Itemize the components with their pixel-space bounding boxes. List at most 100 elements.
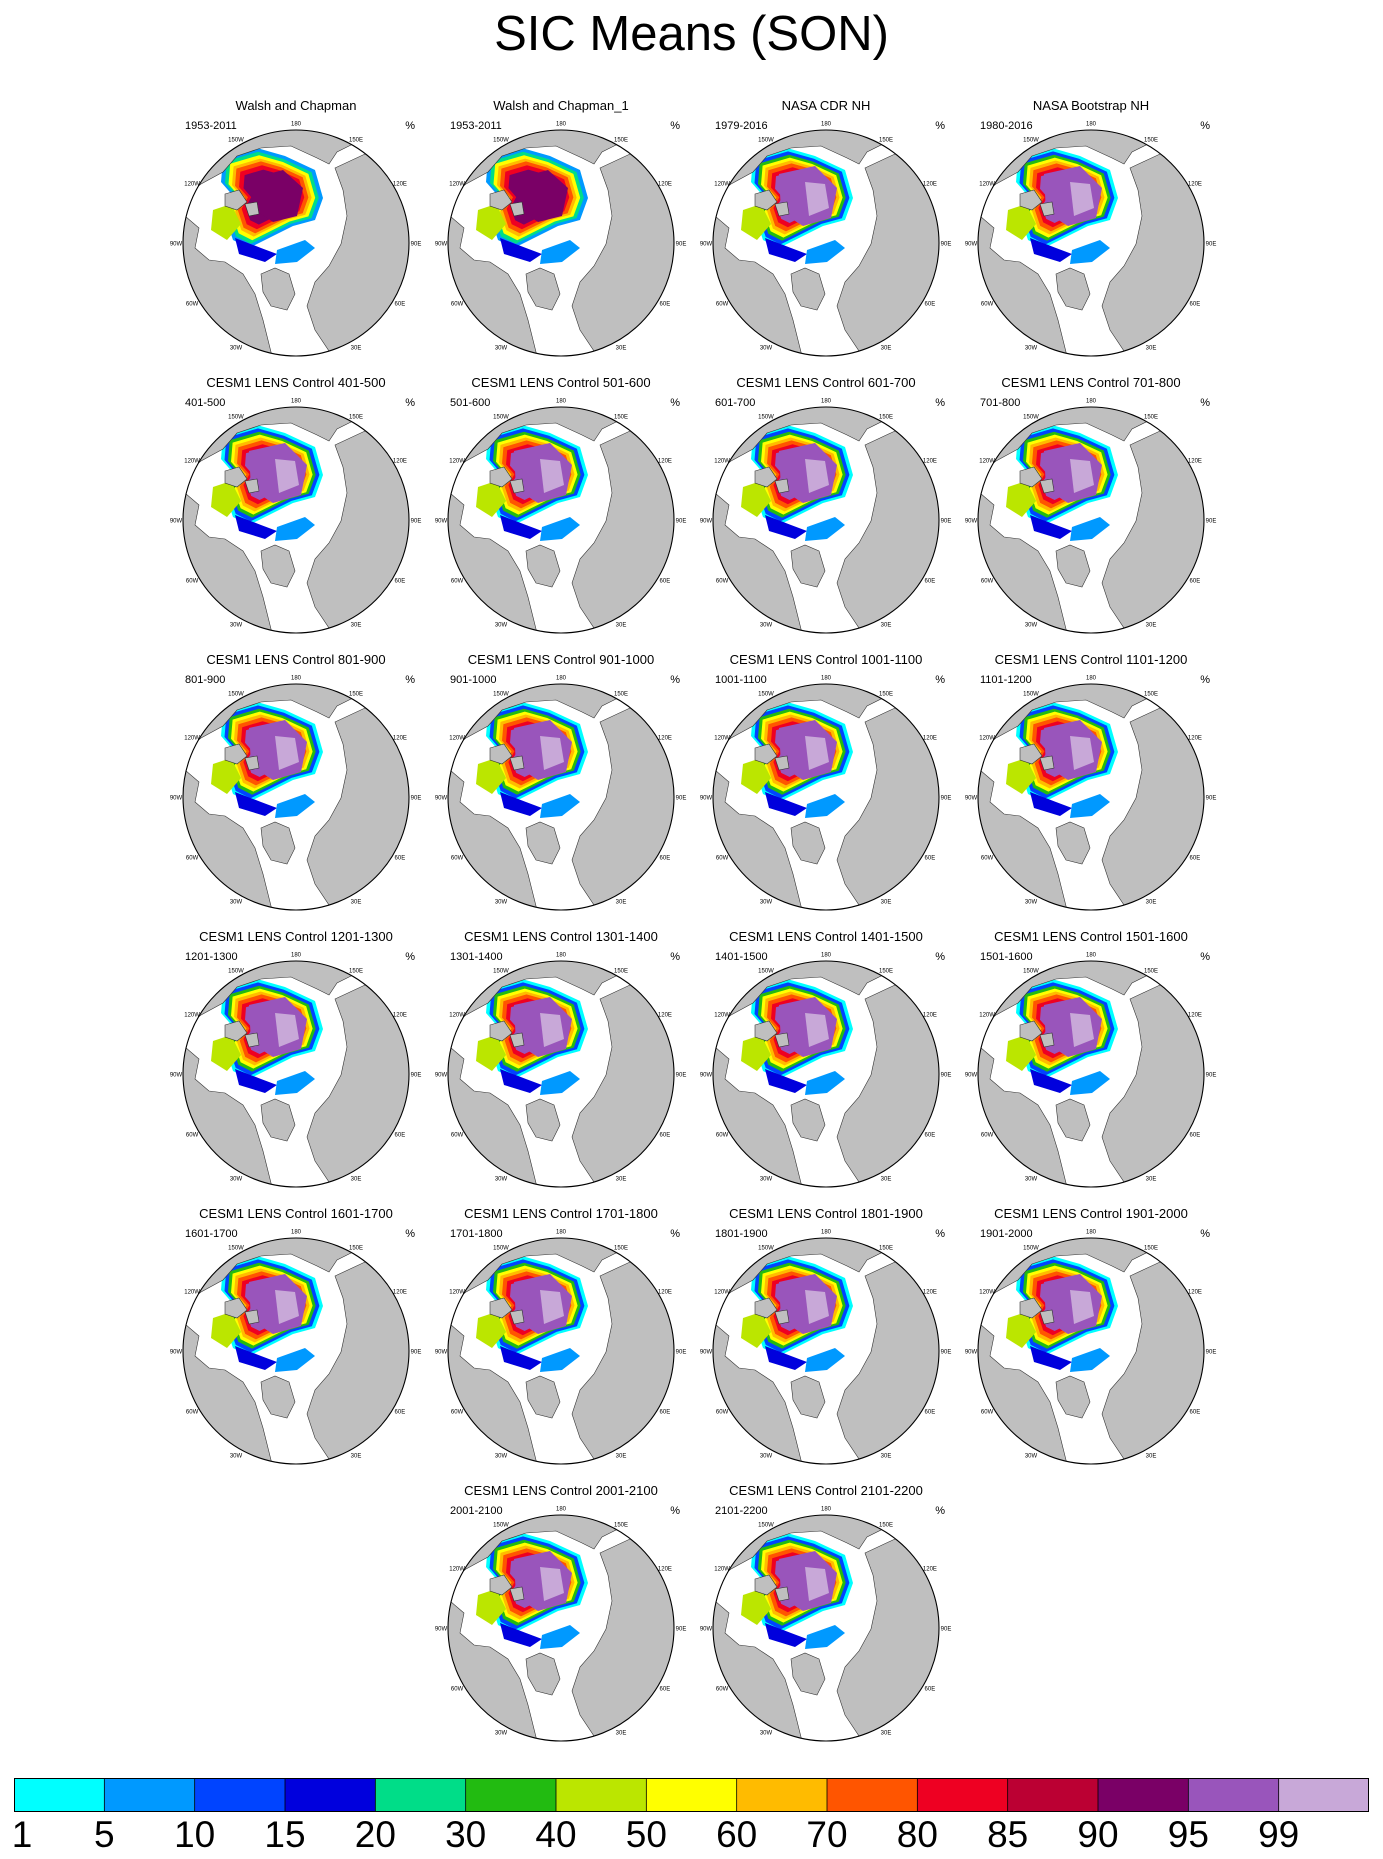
unit-label: % xyxy=(1200,951,1210,963)
polar-map: 180150E120E90E60E30E030W60W90W120W150W xyxy=(965,399,1216,634)
figure-title: SIC Means (SON) xyxy=(494,7,889,61)
longitude-label: 150W xyxy=(1023,138,1039,144)
longitude-label: 120E xyxy=(658,1290,672,1296)
longitude-label: 30E xyxy=(1146,899,1157,905)
unit-label: % xyxy=(935,120,945,132)
panel-title: CESM1 LENS Control 1901-2000 xyxy=(994,1206,1188,1221)
period-label: 1601-1700 xyxy=(185,1228,238,1240)
longitude-label: 150W xyxy=(493,1246,509,1252)
longitude-label: 90W xyxy=(435,519,448,525)
longitude-label: 180 xyxy=(821,1230,832,1236)
longitude-label: 60W xyxy=(451,579,464,585)
longitude-label: 120W xyxy=(449,1013,465,1019)
longitude-label: 30E xyxy=(616,1176,627,1182)
longitude-label: 150E xyxy=(614,1523,628,1529)
unit-label: % xyxy=(670,120,680,132)
longitude-label: 120E xyxy=(1188,1013,1202,1019)
longitude-label: 90E xyxy=(411,242,422,248)
longitude-label: 120W xyxy=(979,1013,995,1019)
longitude-label: 120W xyxy=(714,182,730,188)
longitude-label: 150W xyxy=(758,692,774,698)
sea-ice-field xyxy=(476,148,588,264)
unit-label: % xyxy=(935,397,945,409)
longitude-label: 150W xyxy=(228,692,244,698)
map-panel: CESM1 LENS Control 801-900 180 150E 120E 90E… xyxy=(165,652,427,914)
polar-map: 180150E120E90E60E30E030W60W90W120W150W xyxy=(965,1230,1217,1465)
longitude-label: 150W xyxy=(1023,1246,1039,1252)
panel-title: CESM1 LENS Control 2001-2100 xyxy=(464,1483,658,1498)
period-label: 1501-1600 xyxy=(980,951,1033,963)
map-panel: CESM1 LENS Control 1901-2000 180 150E 120E 9… xyxy=(960,1206,1222,1468)
longitude-label: 60E xyxy=(395,1133,406,1139)
longitude-label: 90E xyxy=(1206,1350,1217,1356)
longitude-label: 90W xyxy=(435,1350,448,1356)
longitude-label: 150W xyxy=(758,138,774,144)
longitude-label: 60W xyxy=(451,1133,464,1139)
longitude-label: 150E xyxy=(1144,415,1158,421)
panel-title: CESM1 LENS Control 1701-1800 xyxy=(464,1206,658,1221)
longitude-label: 180 xyxy=(1086,676,1097,682)
longitude-label: 30E xyxy=(351,899,362,905)
sea-ice-field xyxy=(476,702,588,818)
longitude-label: 180 xyxy=(821,1507,832,1513)
longitude-label: 30E xyxy=(351,345,362,351)
sea-ice-field xyxy=(211,425,323,541)
period-label: 701-800 xyxy=(980,397,1021,409)
longitude-label: 150W xyxy=(493,692,509,698)
longitude-label: 30E xyxy=(1146,622,1157,628)
panel-title: CESM1 LENS Control 1001-1100 xyxy=(729,652,923,667)
longitude-label: 30E xyxy=(881,1176,892,1182)
longitude-label: 150W xyxy=(493,138,509,144)
longitude-label: 30W xyxy=(1025,1176,1038,1182)
longitude-label: 120E xyxy=(923,182,937,188)
longitude-label: 180 xyxy=(1086,1230,1097,1236)
longitude-label: 90W xyxy=(170,242,183,248)
longitude-label: 60W xyxy=(981,579,994,585)
map-panel: CESM1 LENS Control 1701-1800 180 150E 120E 9… xyxy=(430,1206,692,1468)
longitude-label: 150E xyxy=(349,138,363,144)
longitude-label: 60W xyxy=(186,856,199,862)
longitude-label: 120E xyxy=(658,1567,672,1573)
longitude-label: 90E xyxy=(941,519,952,525)
colorbar-swatch xyxy=(1098,1778,1189,1812)
longitude-label: 150E xyxy=(1144,1246,1158,1252)
longitude-label: 120W xyxy=(449,736,465,742)
panel-title: CESM1 LENS Control 1601-1700 xyxy=(199,1206,393,1221)
sea-ice-field xyxy=(476,979,588,1095)
unit-label: % xyxy=(405,120,415,132)
panel-title: CESM1 LENS Control 1201-1300 xyxy=(199,929,393,944)
panel-title: NASA Bootstrap NH xyxy=(1032,98,1150,113)
longitude-label: 30W xyxy=(760,1176,773,1182)
longitude-label: 150E xyxy=(614,692,628,698)
longitude-label: 90W xyxy=(965,242,978,248)
longitude-label: 150W xyxy=(228,1246,244,1252)
longitude-label: 150E xyxy=(879,969,893,975)
polar-map: 180150E120E90E60E30E030W60W90W120W150W xyxy=(965,676,1216,911)
longitude-label: 90E xyxy=(411,1350,422,1356)
longitude-label: 120E xyxy=(1188,459,1202,465)
longitude-label: 90E xyxy=(941,1627,952,1633)
longitude-label: 180 xyxy=(556,399,567,405)
longitude-label: 150E xyxy=(879,1523,893,1529)
longitude-label: 90E xyxy=(676,1350,687,1356)
unit-label: % xyxy=(935,1505,945,1517)
longitude-label: 180 xyxy=(821,399,832,405)
unit-label: % xyxy=(1200,674,1210,686)
colorbar-level-label: 50 xyxy=(625,1814,667,1855)
longitude-label: 30E xyxy=(881,899,892,905)
unit-label: % xyxy=(1200,1228,1210,1240)
longitude-label: 120E xyxy=(393,459,407,465)
longitude-label: 60E xyxy=(395,579,406,585)
colorbar-level-label: 1 xyxy=(11,1814,33,1855)
longitude-label: 150E xyxy=(879,692,893,698)
longitude-label: 60E xyxy=(925,302,936,308)
longitude-label: 120W xyxy=(449,1567,465,1573)
longitude-label: 30E xyxy=(1146,345,1157,351)
colorbar-swatch xyxy=(1278,1778,1369,1812)
longitude-label: 30E xyxy=(351,622,362,628)
longitude-label: 30E xyxy=(1146,1176,1157,1182)
polar-map: 180150E120E90E60E30E030W60W90W120W150W xyxy=(435,399,686,634)
panel-title: CESM1 LENS Control 601-700 xyxy=(736,375,916,390)
polar-map: 180150E120E90E60E30E030W60W90W120W150W xyxy=(435,676,686,911)
longitude-label: 30W xyxy=(1025,345,1038,351)
